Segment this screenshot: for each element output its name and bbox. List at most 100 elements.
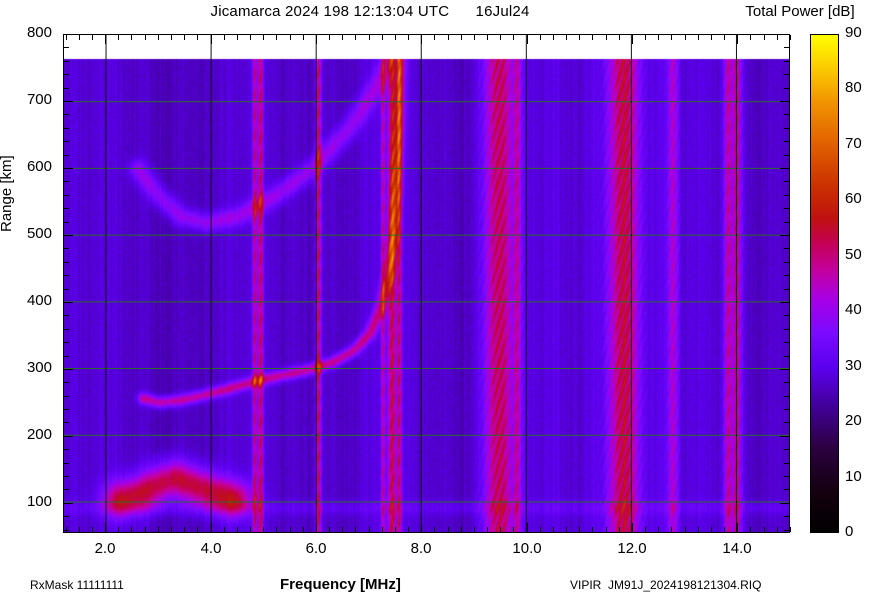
x-tick-minor-top: [382, 35, 383, 40]
y-tick-minor-right: [784, 409, 789, 410]
x-tick-minor-top: [434, 35, 435, 40]
x-tick-major-top: [211, 35, 212, 44]
y-tick-minor-right: [784, 275, 789, 276]
y-tick-minor-right: [784, 342, 789, 343]
x-tick-minor: [500, 527, 501, 532]
y-tick-minor-right: [784, 449, 789, 450]
spectrogram-plot[interactable]: [63, 34, 790, 533]
x-tick-minor: [158, 527, 159, 532]
x-tick-minor: [395, 527, 396, 532]
x-tick-minor-top: [66, 35, 67, 40]
x-tick-minor-top: [685, 35, 686, 40]
x-tick-minor-top: [92, 35, 93, 40]
y-tick-minor: [64, 516, 69, 517]
x-tick-minor: [579, 527, 580, 532]
x-tick-minor-top: [342, 35, 343, 40]
x-tick-minor: [382, 527, 383, 532]
x-tick-minor: [513, 527, 514, 532]
x-tick-minor-top: [197, 35, 198, 40]
x-tick-minor: [540, 527, 541, 532]
x-tick-minor: [66, 527, 67, 532]
colorbar-gradient: [811, 35, 838, 532]
y-tick-minor: [64, 262, 69, 263]
x-tick-major: [632, 523, 633, 532]
x-tick-minor: [685, 527, 686, 532]
y-tick-minor-right: [784, 356, 789, 357]
colorbar-tick-label: 20: [845, 412, 862, 429]
y-tick-minor-right: [784, 530, 789, 531]
x-tick-label: 12.0: [617, 540, 647, 557]
x-tick-minor: [711, 527, 712, 532]
y-tick-minor: [64, 476, 69, 477]
x-tick-major: [105, 523, 106, 532]
x-tick-minor-top: [790, 35, 791, 40]
x-tick-minor: [606, 527, 607, 532]
x-tick-minor: [131, 527, 132, 532]
x-tick-minor-top: [329, 35, 330, 40]
y-tick-minor: [64, 422, 69, 423]
y-tick-minor: [64, 463, 69, 464]
x-tick-minor: [197, 527, 198, 532]
y-tick-label: 100: [26, 493, 52, 510]
x-tick-minor: [619, 527, 620, 532]
y-tick-minor-right: [784, 195, 789, 196]
y-tick-minor-right: [784, 181, 789, 182]
y-tick-minor-right: [784, 262, 789, 263]
y-tick-label: 500: [26, 225, 52, 242]
y-tick-minor: [64, 382, 69, 383]
x-tick-minor-top: [724, 35, 725, 40]
y-tick-label: 400: [26, 292, 52, 309]
colorbar-tick-label: 0: [845, 523, 854, 540]
footer-file-id: VIPIR JM91J_2024198121304.RIQ: [570, 578, 762, 592]
x-tick-minor-top: [408, 35, 409, 40]
x-tick-minor-top: [131, 35, 132, 40]
x-tick-minor: [184, 527, 185, 532]
y-tick-major: [64, 369, 73, 370]
y-tick-minor: [64, 47, 69, 48]
y-tick-minor-right: [784, 208, 789, 209]
x-tick-minor-top: [566, 35, 567, 40]
y-tick-major: [64, 235, 73, 236]
x-tick-major: [316, 523, 317, 532]
y-tick-minor: [64, 409, 69, 410]
x-tick-minor: [777, 527, 778, 532]
x-tick-minor-top: [487, 35, 488, 40]
y-tick-minor: [64, 396, 69, 397]
y-tick-minor: [64, 155, 69, 156]
x-tick-minor: [750, 527, 751, 532]
y-tick-minor: [64, 289, 69, 290]
y-tick-major-right: [780, 369, 789, 370]
x-tick-minor-top: [145, 35, 146, 40]
x-tick-minor: [448, 527, 449, 532]
x-tick-major-top: [316, 35, 317, 44]
y-tick-minor-right: [784, 61, 789, 62]
x-tick-minor-top: [79, 35, 80, 40]
x-tick-major-top: [527, 35, 528, 44]
x-tick-minor-top: [750, 35, 751, 40]
x-tick-minor: [658, 527, 659, 532]
y-tick-minor: [64, 181, 69, 182]
x-tick-label: 4.0: [200, 540, 222, 557]
y-tick-minor-right: [784, 74, 789, 75]
x-tick-minor: [566, 527, 567, 532]
colorbar-tick-label: 80: [845, 79, 862, 96]
colorbar[interactable]: [810, 34, 839, 533]
x-tick-minor: [487, 527, 488, 532]
x-tick-minor: [645, 527, 646, 532]
x-tick-minor-top: [461, 35, 462, 40]
y-tick-minor-right: [784, 463, 789, 464]
x-tick-major: [211, 523, 212, 532]
x-tick-label: 8.0: [410, 540, 432, 557]
y-tick-major: [64, 34, 73, 35]
x-tick-minor-top: [671, 35, 672, 40]
x-tick-minor: [764, 527, 765, 532]
x-tick-minor: [118, 527, 119, 532]
x-tick-minor-top: [355, 35, 356, 40]
x-tick-minor-top: [171, 35, 172, 40]
y-tick-minor: [64, 489, 69, 490]
y-tick-label: 800: [26, 24, 52, 41]
x-tick-minor: [237, 527, 238, 532]
x-tick-minor: [671, 527, 672, 532]
x-tick-minor: [592, 527, 593, 532]
y-tick-minor: [64, 141, 69, 142]
